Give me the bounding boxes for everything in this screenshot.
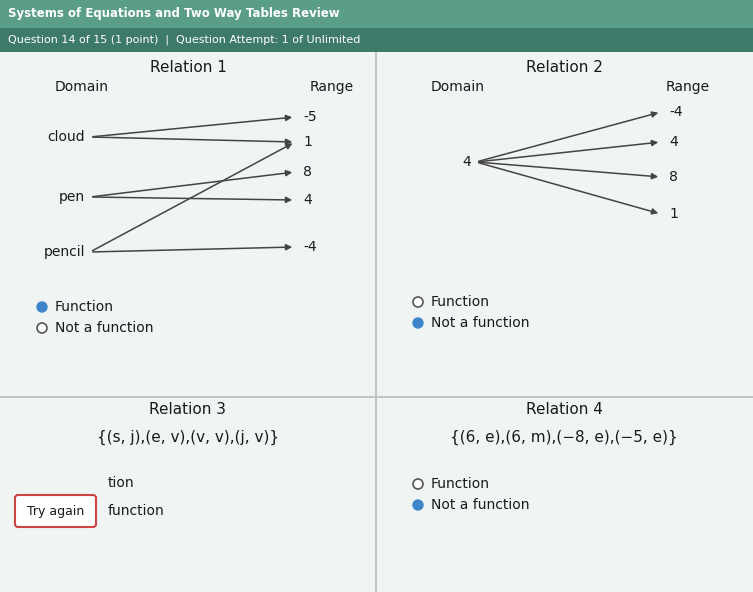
Text: Try again: Try again bbox=[27, 504, 84, 517]
Bar bbox=[0, 0, 753, 28]
Circle shape bbox=[416, 321, 420, 325]
Text: tion: tion bbox=[108, 476, 135, 490]
Circle shape bbox=[413, 318, 423, 328]
Text: 8: 8 bbox=[669, 170, 678, 184]
Text: pen: pen bbox=[59, 190, 85, 204]
Text: function: function bbox=[108, 504, 165, 518]
Circle shape bbox=[37, 302, 47, 312]
FancyBboxPatch shape bbox=[15, 495, 96, 527]
Text: pencil: pencil bbox=[44, 245, 85, 259]
Text: Relation 1: Relation 1 bbox=[150, 60, 227, 75]
Text: Not a function: Not a function bbox=[431, 498, 529, 512]
Text: 1: 1 bbox=[303, 135, 312, 149]
Text: 8: 8 bbox=[303, 165, 312, 179]
Text: Domain: Domain bbox=[431, 80, 485, 94]
Text: Relation 4: Relation 4 bbox=[526, 401, 602, 417]
Text: 4: 4 bbox=[669, 135, 678, 149]
Text: Function: Function bbox=[431, 295, 490, 309]
Text: -5: -5 bbox=[303, 110, 316, 124]
Text: Systems of Equations and Two Way Tables Review: Systems of Equations and Two Way Tables … bbox=[8, 8, 340, 21]
Circle shape bbox=[37, 323, 47, 333]
Text: {(6, e),(6, m),(−8, e),(−5, e)}: {(6, e),(6, m),(−8, e),(−5, e)} bbox=[450, 429, 678, 445]
Text: Domain: Domain bbox=[55, 80, 109, 94]
Circle shape bbox=[40, 305, 44, 309]
Text: {(s, j),(e, v),(v, v),(j, v)}: {(s, j),(e, v),(v, v),(j, v)} bbox=[97, 429, 279, 445]
Circle shape bbox=[413, 500, 423, 510]
Text: -4: -4 bbox=[303, 240, 316, 254]
Text: Range: Range bbox=[310, 80, 354, 94]
Text: cloud: cloud bbox=[47, 130, 85, 144]
Text: Relation 3: Relation 3 bbox=[150, 401, 227, 417]
Text: Range: Range bbox=[666, 80, 710, 94]
Text: 4: 4 bbox=[462, 155, 471, 169]
Text: -4: -4 bbox=[669, 105, 683, 119]
Text: Relation 2: Relation 2 bbox=[526, 60, 602, 75]
Text: Question 14 of 15 (1 point)  |  Question Attempt: 1 of Unlimited: Question 14 of 15 (1 point) | Question A… bbox=[8, 35, 361, 45]
Circle shape bbox=[413, 297, 423, 307]
Text: 4: 4 bbox=[303, 193, 312, 207]
Text: 1: 1 bbox=[669, 207, 678, 221]
Text: Function: Function bbox=[431, 477, 490, 491]
Circle shape bbox=[413, 479, 423, 489]
Text: Function: Function bbox=[55, 300, 114, 314]
Bar bbox=[0, 28, 753, 52]
Text: Not a function: Not a function bbox=[55, 321, 154, 335]
Circle shape bbox=[416, 503, 420, 507]
Text: Not a function: Not a function bbox=[431, 316, 529, 330]
